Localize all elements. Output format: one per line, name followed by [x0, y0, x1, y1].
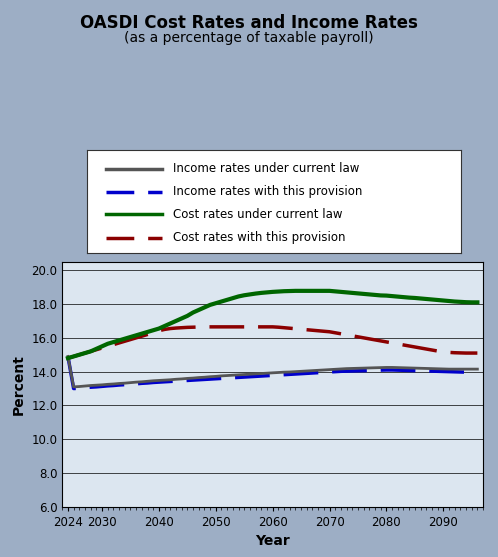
Text: Cost rates under current law: Cost rates under current law: [173, 208, 343, 221]
Text: Cost rates with this provision: Cost rates with this provision: [173, 232, 346, 245]
Text: Income rates under current law: Income rates under current law: [173, 163, 360, 175]
Y-axis label: Percent: Percent: [12, 354, 26, 415]
X-axis label: Year: Year: [255, 535, 290, 549]
Text: OASDI Cost Rates and Income Rates: OASDI Cost Rates and Income Rates: [80, 14, 418, 32]
Text: (as a percentage of taxable payroll): (as a percentage of taxable payroll): [124, 31, 374, 45]
Text: Income rates with this provision: Income rates with this provision: [173, 185, 363, 198]
